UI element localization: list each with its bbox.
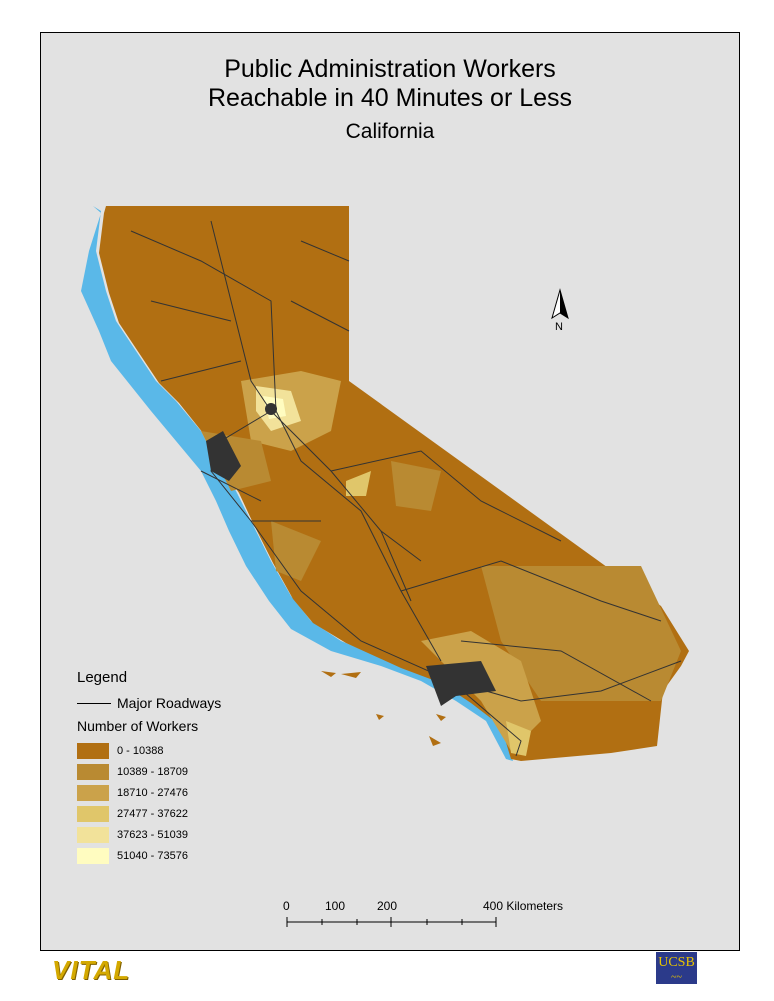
legend-class-1: 10389 - 18709 [77,764,188,780]
legend-swatch [77,806,109,822]
north-arrow-icon [551,288,569,320]
map-subtitle: California [345,120,435,143]
legend-swatch [77,743,109,759]
roadways-label: Major Roadways [117,695,222,711]
legend-classes-title: Number of Workers [77,718,199,734]
legend-class-label: 37623 - 51039 [117,829,188,841]
scale-label-200: 200 [377,899,398,913]
legend-swatch [77,764,109,780]
roadway-line-symbol [77,702,111,704]
legend-swatch [77,848,109,864]
urban-road-clusters [206,403,496,706]
channel-islands [321,671,446,746]
legend-class-4: 37623 - 51039 [77,827,188,843]
legend-class-label: 18710 - 27476 [117,787,188,799]
north-arrow: N [546,288,576,341]
california-map [81,206,689,761]
scale-label-400: 400 Kilometers [483,899,564,913]
ucsb-logo: UCSB ~~ [656,952,697,984]
map-title-line1: Public Administration Workers [224,55,556,83]
scale-label-0: 0 [283,899,290,913]
legend-title: Legend [77,669,128,686]
map-title-line2: Reachable in 40 Minutes or Less [207,84,573,112]
coastal-water [81,206,513,761]
legend-roadways: Major Roadways [77,695,221,711]
north-label: N [555,321,563,333]
legend-class-label: 51040 - 73576 [117,850,188,862]
vital-logo: VITAL [52,955,131,985]
map-frame: Public Administration Workers Reachable … [40,32,740,951]
legend-swatch [77,785,109,801]
legend-class-0: 0 - 10388 [77,743,163,759]
legend-class-5: 51040 - 73576 [77,848,188,864]
scale-bar: 0 100 200 400 Kilometers [277,899,563,938]
legend-class-3: 27477 - 37622 [77,806,188,822]
legend-class-label: 10389 - 18709 [117,766,188,778]
scale-label-100: 100 [325,899,346,913]
legend-class-label: 0 - 10388 [117,745,164,757]
legend-class-2: 18710 - 27476 [77,785,188,801]
legend-class-label: 27477 - 37622 [117,808,188,820]
legend-swatch [77,827,109,843]
